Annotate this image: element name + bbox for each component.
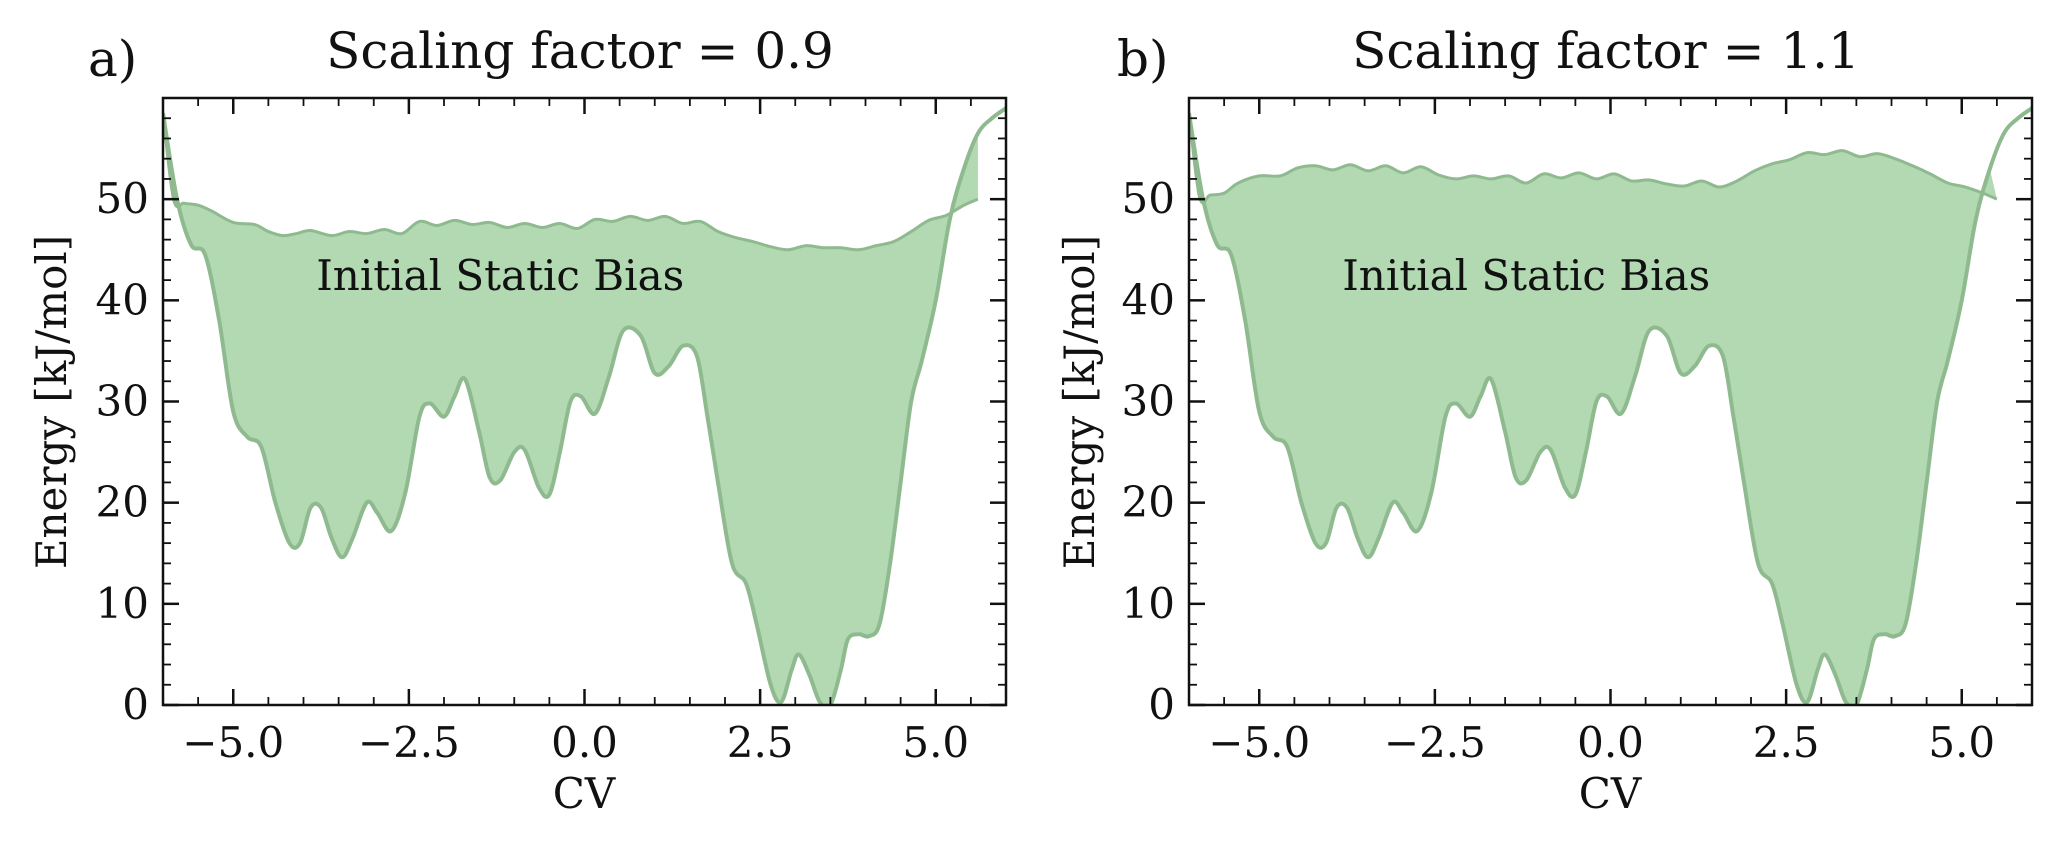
y-tick-label: 30 <box>96 377 149 426</box>
annotation-label: Initial Static Bias <box>316 251 684 300</box>
bias-top-curve <box>163 112 979 252</box>
y-axis-label: Energy [kJ/mol] <box>1055 235 1104 569</box>
y-tick-label: 50 <box>96 174 149 223</box>
y-tick-label: 0 <box>122 680 149 729</box>
x-axis-label: CV <box>1579 769 1642 818</box>
y-tick-label: 20 <box>1122 478 1175 527</box>
plot-area <box>163 106 1006 705</box>
x-axis-label: CV <box>553 769 616 818</box>
chart-title: Scaling factor = 1.1 <box>1352 22 1860 80</box>
y-axis-label: Energy [kJ/mol] <box>27 235 76 569</box>
x-tick-label: −5.0 <box>182 718 284 767</box>
y-tick-label: 40 <box>96 275 149 324</box>
y-tick-label: 40 <box>1122 275 1175 324</box>
y-tick-label: 10 <box>1122 579 1175 628</box>
x-tick-label: 5.0 <box>1928 718 1995 767</box>
y-tick-label: 10 <box>96 579 149 628</box>
y-tick-labels: 0 10 20 30 40 50 <box>96 174 149 729</box>
x-tick-label: −5.0 <box>1208 718 1310 767</box>
axis-ticks <box>1188 97 2033 707</box>
x-tick-label: −2.5 <box>1384 718 1486 767</box>
annotation-label: Initial Static Bias <box>1342 251 1710 300</box>
y-tick-label: 0 <box>1148 680 1175 729</box>
y-tick-label: 30 <box>1122 377 1175 426</box>
panel-b: b) Scaling factor = 1.1 Initial Static B… <box>1055 22 2034 818</box>
axes-frame <box>161 96 1008 707</box>
axes-frame <box>1187 96 2034 707</box>
bias-fill-area <box>163 113 978 705</box>
x-tick-label: 0.0 <box>551 718 618 767</box>
plot-area <box>1189 106 2032 705</box>
panel-label: b) <box>1117 30 1169 88</box>
y-tick-label: 50 <box>1122 174 1175 223</box>
free-energy-curve <box>163 106 1006 705</box>
free-energy-curve <box>1189 106 2032 705</box>
x-tick-label: 2.5 <box>727 718 794 767</box>
x-tick-labels: −5.0 −2.5 0.0 2.5 5.0 <box>1208 718 1995 767</box>
chart-title: Scaling factor = 0.9 <box>326 22 834 80</box>
y-tick-label: 20 <box>96 478 149 527</box>
x-tick-label: 5.0 <box>902 718 969 767</box>
panel-a: a) Scaling factor = 0.9 Initial Static B… <box>27 22 1008 818</box>
x-tick-labels: −5.0 −2.5 0.0 2.5 5.0 <box>182 718 969 767</box>
x-tick-label: −2.5 <box>358 718 460 767</box>
y-tick-labels: 0 10 20 30 40 50 <box>1122 174 1175 729</box>
panel-label: a) <box>88 30 137 88</box>
x-tick-label: 0.0 <box>1577 718 1644 767</box>
x-tick-label: 2.5 <box>1753 718 1820 767</box>
bias-top-curve <box>1189 112 1998 205</box>
